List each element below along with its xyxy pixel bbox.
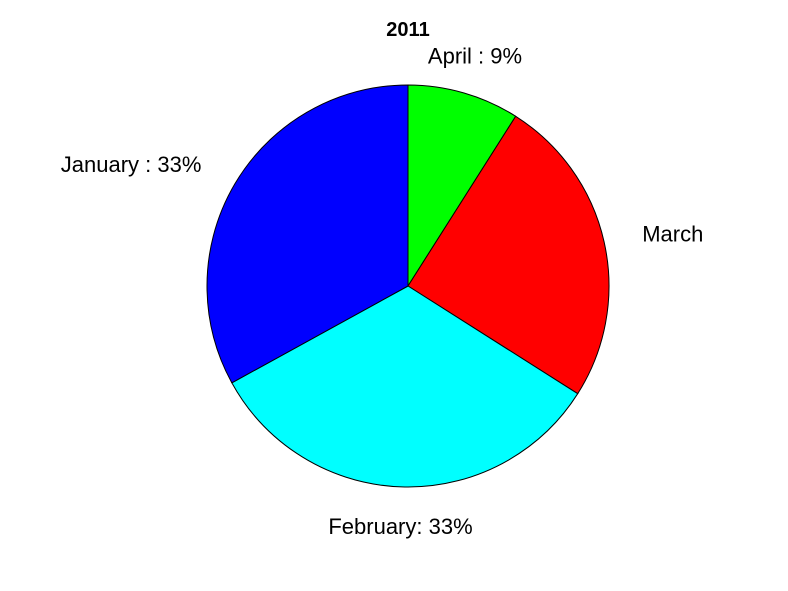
pie-label-march: March (642, 222, 703, 247)
pie-slice-march (407, 115, 610, 395)
pie-slice-february (231, 285, 579, 488)
pie-label-january: January : 33% (61, 152, 202, 177)
pie-slice-april (407, 84, 517, 288)
pie-label-february: February: 33% (328, 514, 472, 539)
pie-label-april: April : 9% (428, 44, 522, 69)
pie-slices (206, 84, 610, 488)
chart-title: 2011 (386, 19, 429, 41)
pie-slice-january (206, 84, 409, 384)
pie-labels: April : 9% March February: 33% January : 33… (61, 44, 704, 539)
